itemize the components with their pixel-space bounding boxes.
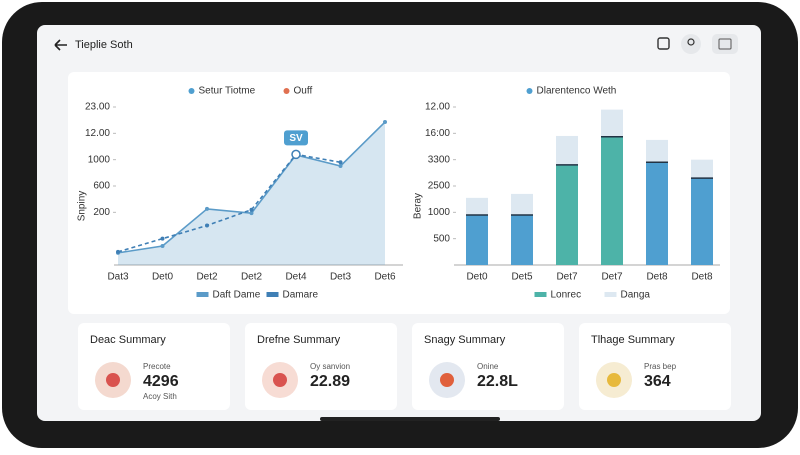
callout: [284, 130, 308, 146]
line: [117, 153, 341, 253]
y-tick-label: 1000: [88, 154, 111, 165]
x-tick-label: Det7: [556, 272, 578, 283]
x-tick-label: Det2: [196, 272, 218, 283]
x-tick-label: Det6: [374, 272, 396, 283]
x-tick-label: Det0: [152, 272, 174, 283]
card-sub: Acoy Sith: [143, 392, 177, 401]
y-tick-label: 600: [93, 181, 110, 192]
card-label: Oy sanvion: [310, 362, 350, 371]
x-tick-label: Det3: [330, 272, 352, 283]
back-button[interactable]: [54, 39, 67, 51]
y-tick-label: 12.00: [85, 128, 110, 139]
x-tick-label: Det0: [466, 272, 488, 283]
x-tick-label: Dat3: [107, 272, 129, 283]
point: [205, 223, 209, 228]
y-axis-label: Beray: [413, 193, 424, 219]
y-tick-label: 2500: [428, 181, 451, 192]
x-tick-label: Det8: [646, 272, 668, 283]
card-icon-glyph: [273, 373, 287, 387]
legend-label: Damare: [283, 290, 319, 301]
card-label: Onine: [477, 362, 499, 371]
card-icon-glyph: [607, 373, 621, 387]
bar: [646, 162, 668, 265]
area: [118, 122, 385, 265]
point: [338, 163, 343, 168]
card-icon-glyph: [106, 373, 120, 387]
y-tick-label: 16:00: [425, 128, 450, 139]
x-tick-label: Det8: [691, 272, 713, 283]
legend-swatch: [534, 292, 547, 297]
bar: [556, 164, 578, 265]
point: [383, 120, 387, 125]
y-tick-label: 200: [93, 207, 110, 218]
legend-marker: [188, 88, 195, 94]
card-icon-glyph: [440, 373, 454, 387]
page-title: Tieplie Soth: [75, 39, 133, 51]
menu-icon: [718, 38, 732, 50]
legend-swatch: [266, 292, 279, 297]
card-value: 22.89: [310, 373, 350, 390]
x-tick-label: Det7: [601, 272, 623, 283]
card-title: Deac Summary: [90, 334, 166, 346]
legend-label: Ouff: [294, 86, 313, 97]
legend-label: Lonrec: [551, 290, 582, 301]
point: [160, 236, 165, 241]
legend-marker: [526, 88, 533, 94]
x-tick-label: Det4: [285, 272, 307, 283]
y-axis-label: Snpiny: [77, 191, 88, 222]
home-bar: [320, 417, 500, 421]
legend-label: Setur Tiotme: [199, 86, 256, 97]
point: [249, 211, 254, 216]
card-value: 364: [644, 373, 671, 390]
card-value: 4296: [143, 373, 179, 390]
y-tick-label: 1000: [428, 207, 451, 218]
card-value: 22.8L: [477, 373, 518, 390]
card-title: Tlhage Summary: [591, 334, 675, 346]
bar: [601, 136, 623, 265]
bar: [691, 178, 713, 265]
y-tick-label: 12.00: [425, 102, 450, 113]
card-label: Precote: [143, 362, 171, 371]
bar: [511, 214, 533, 265]
y-tick-label: 3300: [428, 154, 451, 165]
legend-label: Dlarentenco Weth: [537, 86, 617, 97]
legend-swatch: [196, 292, 209, 297]
y-tick-label: 23.00: [85, 102, 110, 113]
point: [249, 207, 254, 212]
card-title: Snagy Summary: [424, 334, 506, 346]
point: [338, 160, 343, 165]
point: [116, 249, 120, 254]
card-title: Drefne Summary: [257, 334, 341, 346]
legend-label: Danga: [621, 290, 651, 301]
x-tick-label: Det5: [511, 272, 533, 283]
legend-marker: [283, 88, 290, 94]
highlight-point: [291, 149, 301, 160]
card-label: Pras bep: [644, 362, 677, 371]
calendar-icon[interactable]: [657, 37, 670, 50]
profile-icon: [687, 38, 695, 46]
bar: [466, 214, 488, 265]
profile-button[interactable]: [681, 34, 701, 54]
menu-button[interactable]: [712, 34, 738, 54]
legend-swatch: [604, 292, 617, 297]
point: [205, 206, 209, 211]
callout-text: SV: [289, 133, 303, 144]
x-tick-label: Det2: [241, 272, 263, 283]
point: [160, 244, 165, 249]
legend-label: Daft Dame: [213, 290, 261, 301]
y-tick-label: 500: [433, 233, 450, 244]
